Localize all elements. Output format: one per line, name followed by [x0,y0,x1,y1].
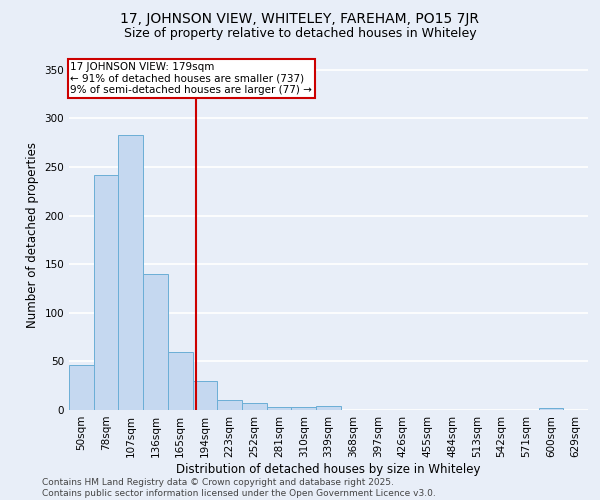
X-axis label: Distribution of detached houses by size in Whiteley: Distribution of detached houses by size … [176,462,481,475]
Bar [217,400,242,410]
Bar [69,366,94,410]
Bar [193,381,217,410]
Bar [143,274,168,410]
Bar [118,135,143,410]
Bar [539,408,563,410]
Text: Size of property relative to detached houses in Whiteley: Size of property relative to detached ho… [124,28,476,40]
Bar [316,406,341,410]
Bar [242,403,267,410]
Bar [94,174,118,410]
Bar [168,352,193,410]
Text: 17 JOHNSON VIEW: 179sqm
← 91% of detached houses are smaller (737)
9% of semi-de: 17 JOHNSON VIEW: 179sqm ← 91% of detache… [70,62,312,95]
Bar [267,407,292,410]
Text: Contains HM Land Registry data © Crown copyright and database right 2025.
Contai: Contains HM Land Registry data © Crown c… [42,478,436,498]
Bar [292,407,316,410]
Y-axis label: Number of detached properties: Number of detached properties [26,142,39,328]
Text: 17, JOHNSON VIEW, WHITELEY, FAREHAM, PO15 7JR: 17, JOHNSON VIEW, WHITELEY, FAREHAM, PO1… [121,12,479,26]
